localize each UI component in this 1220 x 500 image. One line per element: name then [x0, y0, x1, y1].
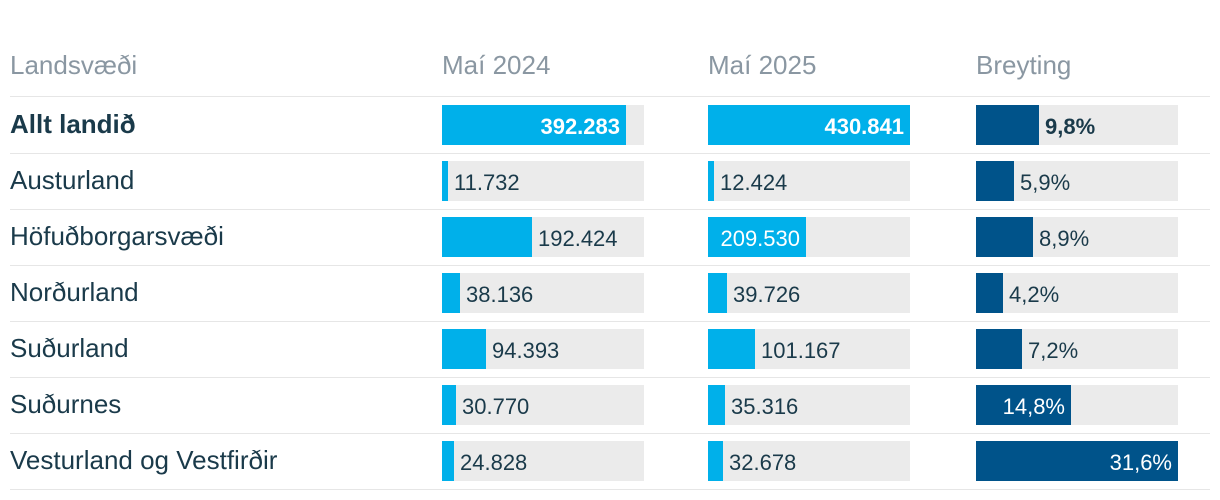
may-2024-bar [442, 161, 448, 201]
may-2025-bar [708, 217, 806, 257]
may-2024-label: 392.283 [540, 114, 620, 139]
may-2024-bar [442, 441, 454, 481]
change-bar [976, 105, 1039, 145]
change-cell: 4,2% [976, 273, 1178, 313]
may-2025-cell: 35.316 [708, 385, 910, 425]
header-may-2024: Maí 2024 [442, 50, 551, 80]
may-2025-bar [708, 385, 725, 425]
table-row: Austurland 11.732 12.424 5,9% [10, 153, 1210, 210]
change-label: 4,2% [1009, 282, 1060, 307]
change-bar [976, 329, 1022, 369]
may-2025-bar [708, 105, 910, 145]
may-2024-cell: 192.424 [442, 217, 644, 257]
region-name: Suðurland [10, 333, 129, 363]
may-2024-cell: 94.393 [442, 329, 644, 369]
change-label: 14,8% [1002, 394, 1065, 419]
region-name: Höfuðborgarsvæði [10, 221, 224, 251]
may-2024-label: 30.770 [462, 394, 530, 419]
may-2024-bar [442, 105, 626, 145]
header-may-2025: Maí 2025 [708, 50, 817, 80]
change-bar [976, 161, 1014, 201]
may-2024-label: 192.424 [538, 226, 618, 251]
may-2025-label: 32.678 [729, 450, 797, 475]
may-2025-label: 39.726 [733, 282, 801, 307]
may-2024-cell: 30.770 [442, 385, 644, 425]
change-cell: 5,9% [976, 161, 1178, 201]
may-2024-bar [442, 273, 460, 313]
header-region: Landsvæði [10, 50, 138, 80]
change-bar [976, 273, 1003, 313]
may-2025-label: 430.841 [824, 114, 904, 139]
change-cell: 14,8% [976, 385, 1178, 425]
change-label: 7,2% [1028, 338, 1079, 363]
may-2025-cell: 12.424 [708, 161, 910, 201]
may-2025-cell: 101.167 [708, 329, 910, 369]
may-2024-bar [442, 329, 486, 369]
may-2024-label: 11.732 [454, 170, 520, 195]
region-name: Norðurland [10, 277, 139, 307]
change-label: 5,9% [1020, 170, 1071, 195]
may-2025-label: 209.530 [720, 226, 800, 251]
change-cell: 9,8% [976, 105, 1178, 145]
may-2024-label: 24.828 [460, 450, 528, 475]
change-label: 31,6% [1109, 450, 1172, 475]
may-2025-cell: 32.678 [708, 441, 910, 481]
may-2025-cell: 39.726 [708, 273, 910, 313]
may-2024-bar [442, 217, 532, 257]
may-2025-bar [708, 273, 727, 313]
change-bar [976, 217, 1033, 257]
may-2025-bar [708, 329, 755, 369]
header-change: Breyting [976, 50, 1072, 80]
region-name: Austurland [10, 165, 135, 195]
may-2025-bar [708, 441, 723, 481]
change-bar [976, 441, 1178, 481]
region-name: Suðurnes [10, 389, 122, 419]
may-2025-label: 12.424 [720, 170, 788, 195]
may-2024-bar [442, 385, 456, 425]
may-2025-cell: 430.841 [708, 105, 910, 145]
table-row: Suðurland 94.393 101.167 7,2% [10, 321, 1210, 378]
change-label: 8,9% [1039, 226, 1090, 251]
table-row: Vesturland og Vestfirðir 24.828 32.678 31,6… [10, 433, 1210, 490]
may-2024-cell: 38.136 [442, 273, 644, 313]
change-cell: 31,6% [976, 441, 1178, 481]
table-row: Höfuðborgarsvæði 192.424 209.530 8,9% [10, 209, 1210, 266]
change-cell: 7,2% [976, 329, 1178, 369]
table-header: Landsvæði Maí 2024 Maí 2025 Breyting [10, 42, 1210, 97]
may-2024-cell: 24.828 [442, 441, 644, 481]
change-label: 9,8% [1045, 114, 1096, 139]
may-2025-label: 101.167 [761, 338, 841, 363]
may-2025-bar [708, 161, 714, 201]
change-cell: 8,9% [976, 217, 1178, 257]
region-name: Allt landið [10, 109, 136, 139]
may-2025-label: 35.316 [731, 394, 799, 419]
table-row: Norðurland 38.136 39.726 4,2% [10, 265, 1210, 322]
change-bar [976, 385, 1071, 425]
may-2024-cell: 392.283 [442, 105, 644, 145]
table-row: Allt landið 392.283 430.841 9,8% [10, 97, 1210, 154]
may-2024-label: 94.393 [492, 338, 560, 363]
table-row: Suðurnes 30.770 35.316 14,8% [10, 377, 1210, 434]
may-2024-label: 38.136 [466, 282, 534, 307]
region-name: Vesturland og Vestfirðir [10, 445, 278, 475]
may-2025-cell: 209.530 [708, 217, 910, 257]
may-2024-cell: 11.732 [442, 161, 644, 201]
